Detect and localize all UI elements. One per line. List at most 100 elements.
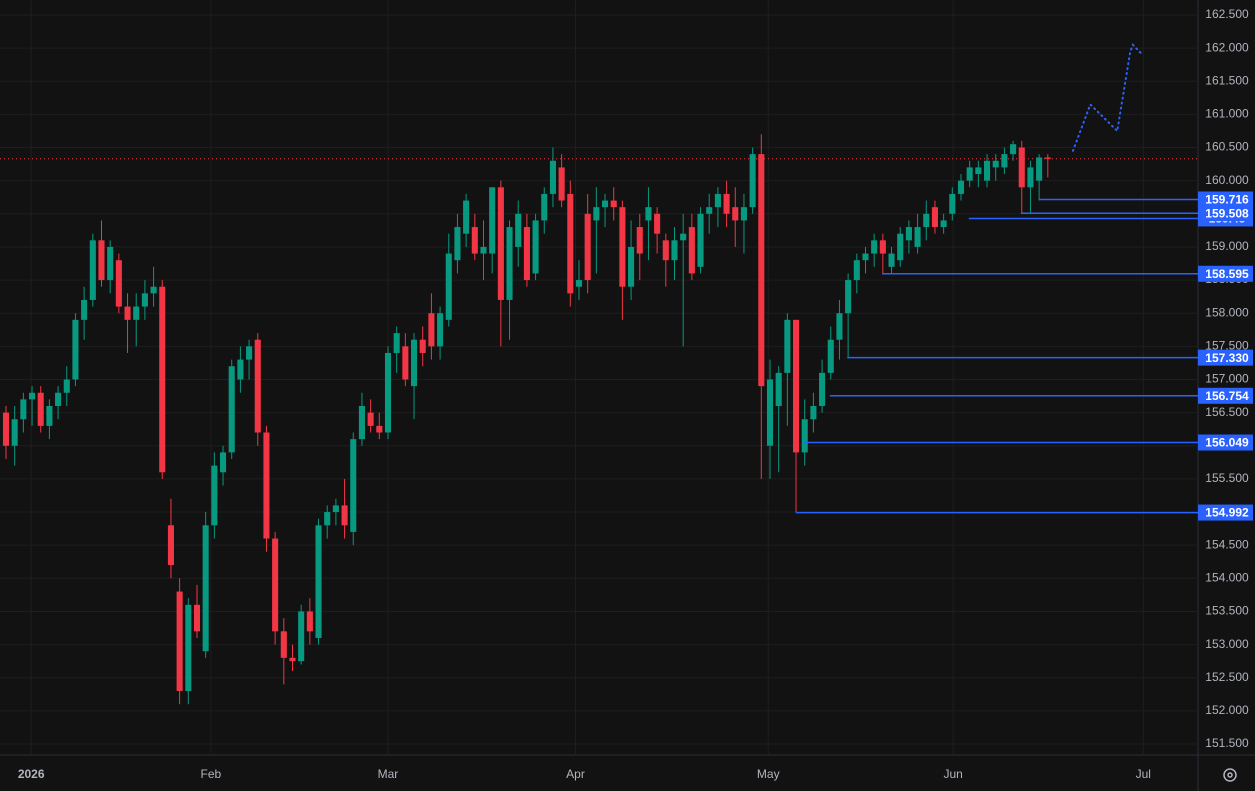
candle-body [766,379,774,446]
y-tick-label: 157.000 [1205,372,1249,386]
y-tick-label: 156.500 [1205,405,1249,419]
candle-body [523,227,530,281]
candle-body [497,187,504,300]
y-tick-label: 158.000 [1205,305,1249,319]
candle-body [280,631,287,658]
candle-body [463,200,470,234]
candle-body [254,339,261,433]
candle-body [263,432,270,539]
candle-body [636,227,643,254]
candle-body [1010,144,1017,155]
candle-body [688,227,695,274]
y-tick-label: 162.000 [1205,40,1249,54]
level-label: 157.330 [1205,351,1249,365]
candle-body [593,207,600,221]
candle-body [246,346,253,360]
candle-body [1027,167,1034,188]
y-tick-label: 161.500 [1205,73,1249,87]
candle-body [845,280,852,314]
candle-body [332,505,339,513]
candle-body [723,193,730,214]
candle-body [923,213,930,228]
candle-body [150,286,157,294]
candle-body [237,359,244,380]
level-label-box [1198,504,1253,521]
y-tick-label: 154.500 [1205,537,1249,551]
settings-icon-ring[interactable] [1223,768,1237,782]
candle-body [11,419,18,446]
candle-body [515,213,522,247]
candle-body [471,227,478,254]
x-tick-label: 2026 [18,767,45,781]
candle-body [324,512,331,526]
candle-body [671,240,678,261]
candle-body [714,193,721,208]
candle-body [732,207,739,221]
x-tick-label: Apr [566,767,585,781]
candle-body [1036,157,1043,181]
candle-body [202,525,209,652]
candle-body [445,253,452,320]
candle-body [888,253,895,267]
candle-body [654,213,661,234]
x-tick-label: Feb [201,767,222,781]
candle-body [272,538,279,632]
candle-body [20,399,27,420]
candle-body [949,193,956,214]
candle-body [914,227,921,247]
level-label-box [1198,205,1253,222]
grid [0,0,1198,755]
candle-body [2,412,10,446]
candle-body [697,213,704,267]
y-tick-label: 159.000 [1205,239,1249,253]
candle-body [358,405,365,440]
y-tick-label: 153.000 [1205,637,1249,651]
candle-body [871,240,878,254]
candle-body [298,611,305,662]
candle-body [975,167,982,175]
candle-body [645,207,652,221]
candle-body [575,280,583,287]
candle-body [81,299,88,320]
y-tick-label: 155.500 [1205,471,1249,485]
candle-body [680,233,687,241]
candle-body [905,227,912,241]
candle-body [133,306,140,320]
x-tick-label: Mar [378,767,399,781]
x-tick-label: May [757,767,780,781]
candle-body [55,392,62,406]
candle-body [37,392,44,426]
candle-body [836,313,843,340]
level-label: 154.992 [1205,506,1249,520]
candle-body [1001,154,1008,168]
y-tick-label: 151.500 [1205,736,1249,750]
settings-icon[interactable] [1223,768,1237,782]
y-tick-label: 152.500 [1205,670,1249,684]
candle-body [437,313,444,347]
candle-body [801,419,808,453]
candle-body [115,260,122,307]
candle-body [185,604,192,691]
y-tick-label: 157.500 [1205,339,1249,353]
candle-body [393,333,400,353]
candle-body [810,405,817,420]
level-label-box [1198,387,1253,404]
candle-body [532,220,539,274]
candle-body [454,227,461,261]
candle-body [740,207,747,221]
candle-body [402,346,409,380]
settings-icon-core[interactable] [1227,772,1233,778]
candle-body [384,352,392,433]
candle-body [367,412,374,426]
candle-body [749,154,756,208]
candle-body [966,167,973,181]
candle-body [619,207,626,287]
candle-body [957,180,965,194]
candle-body [610,200,617,208]
candle-body [940,220,947,228]
candle-body [107,246,114,281]
x-tick-label: Jul [1136,767,1151,781]
candle-body [341,505,348,526]
candle-body [350,439,357,532]
candle-body [758,154,765,387]
